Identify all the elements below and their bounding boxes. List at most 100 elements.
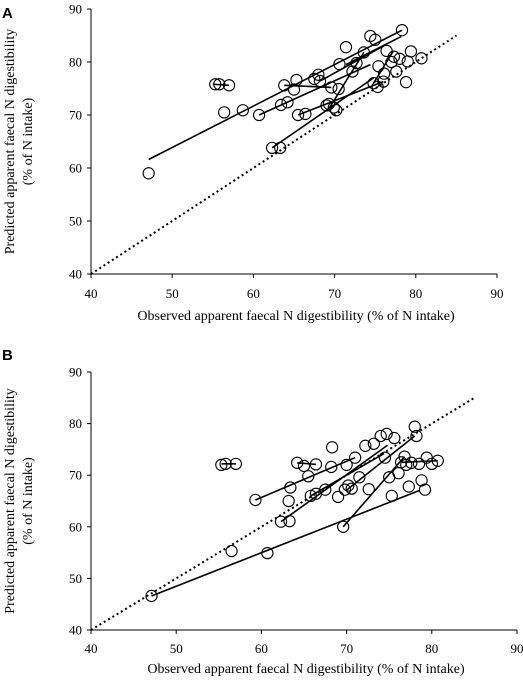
y-tick-label: 60: [69, 161, 82, 176]
x-tick-label: 70: [340, 641, 353, 656]
x-tick-label: 90: [491, 286, 504, 301]
data-point: [209, 78, 222, 91]
panel-a: A 40 50 60 70 80 90 40 50 60 70 80 90 Observed appare…: [2, 2, 504, 325]
data-point: [399, 75, 413, 89]
data-point: [333, 57, 346, 71]
panel-letter: B: [2, 347, 13, 364]
data-point: [404, 45, 418, 58]
data-point: [388, 431, 401, 445]
data-point: [398, 450, 411, 463]
data-point: [330, 104, 343, 117]
data-point: [287, 83, 301, 96]
data-point: [385, 55, 398, 69]
data-point: [425, 457, 438, 470]
x-tick-label: 80: [425, 641, 438, 656]
data-point: [410, 429, 423, 443]
data-point: [431, 454, 444, 467]
data-point: [325, 441, 339, 454]
y-tick-label: 60: [69, 519, 82, 534]
data-point: [357, 46, 370, 59]
regression-line: [284, 84, 332, 89]
y-tick-label: 70: [69, 108, 82, 123]
data-point: [313, 74, 327, 88]
data-point: [385, 489, 398, 502]
regression-line: [345, 35, 402, 66]
data-point: [236, 104, 249, 117]
regression-line: [151, 489, 420, 597]
x-axis-title: Observed apparent faecal N digestibility…: [137, 309, 455, 324]
data-point: [377, 75, 390, 88]
x-tick-label: 90: [511, 641, 523, 656]
data-point: [252, 108, 266, 122]
data-point: [359, 439, 372, 452]
y-tick-label: 70: [69, 468, 82, 483]
data-point: [145, 589, 158, 603]
data-point: [342, 479, 355, 492]
regression-line: [297, 462, 316, 466]
data-point: [281, 96, 294, 109]
data-point: [345, 482, 358, 495]
panel-letter: A: [2, 5, 13, 22]
data-point: [418, 483, 432, 496]
y-tick-label: 40: [69, 623, 82, 638]
data-point: [405, 456, 418, 469]
x-axis-title: Observed apparent faecal N digestibility…: [147, 662, 465, 677]
y-tick-label: 90: [69, 2, 82, 17]
data-point: [325, 460, 338, 474]
x-tick-label: 50: [170, 641, 183, 656]
data-point: [225, 544, 238, 558]
data-point: [393, 52, 406, 65]
data-point: [304, 489, 317, 502]
data-point: [327, 101, 340, 114]
data-point: [309, 458, 323, 471]
data-point: [213, 78, 226, 91]
data-point: [308, 72, 321, 86]
data-point: [265, 141, 279, 155]
regression-line: [255, 456, 356, 501]
data-point: [369, 33, 382, 46]
x-tick-label: 80: [409, 286, 422, 301]
x-tick-label: 50: [166, 286, 179, 301]
data-point: [367, 77, 380, 90]
data-point: [218, 106, 231, 119]
x-tick-label: 40: [85, 641, 98, 656]
data-point: [380, 44, 393, 58]
data-point: [338, 483, 352, 496]
data-point: [274, 141, 287, 155]
regression-line: [271, 77, 375, 149]
data-point: [337, 520, 350, 533]
data-point: [320, 99, 333, 112]
data-point: [400, 458, 413, 472]
data-point: [229, 457, 242, 470]
y-tick-label: 50: [69, 571, 82, 586]
data-point: [331, 490, 345, 504]
data-point: [332, 82, 345, 96]
data-point: [415, 474, 428, 487]
data-point: [402, 480, 415, 493]
data-point: [222, 79, 236, 92]
data-point: [299, 107, 312, 121]
regression-line: [328, 52, 365, 110]
data-point: [372, 60, 385, 73]
regression-line: [346, 435, 416, 491]
data-point: [283, 514, 296, 528]
y-tick-label: 50: [69, 214, 82, 229]
data-point: [387, 50, 401, 63]
data-point: [380, 427, 393, 441]
y-tick-label: 80: [69, 55, 82, 70]
x-tick-label: 40: [85, 286, 98, 301]
data-point: [249, 493, 262, 507]
data-point: [274, 98, 288, 112]
panel-b: B 40 50 60 70 80 90 40 50 60 70 80 90 Observed appare…: [2, 347, 523, 677]
data-point: [362, 482, 375, 496]
y-axis-title: Predicted apparent faecal N digestibilit…: [3, 388, 18, 613]
regression-line: [319, 45, 384, 82]
data-point: [348, 451, 362, 464]
data-point: [290, 73, 303, 87]
data-point: [291, 456, 304, 469]
data-point: [325, 81, 338, 94]
one-to-one-line: [90, 396, 475, 631]
regression-line: [280, 444, 388, 523]
data-point: [353, 471, 366, 484]
